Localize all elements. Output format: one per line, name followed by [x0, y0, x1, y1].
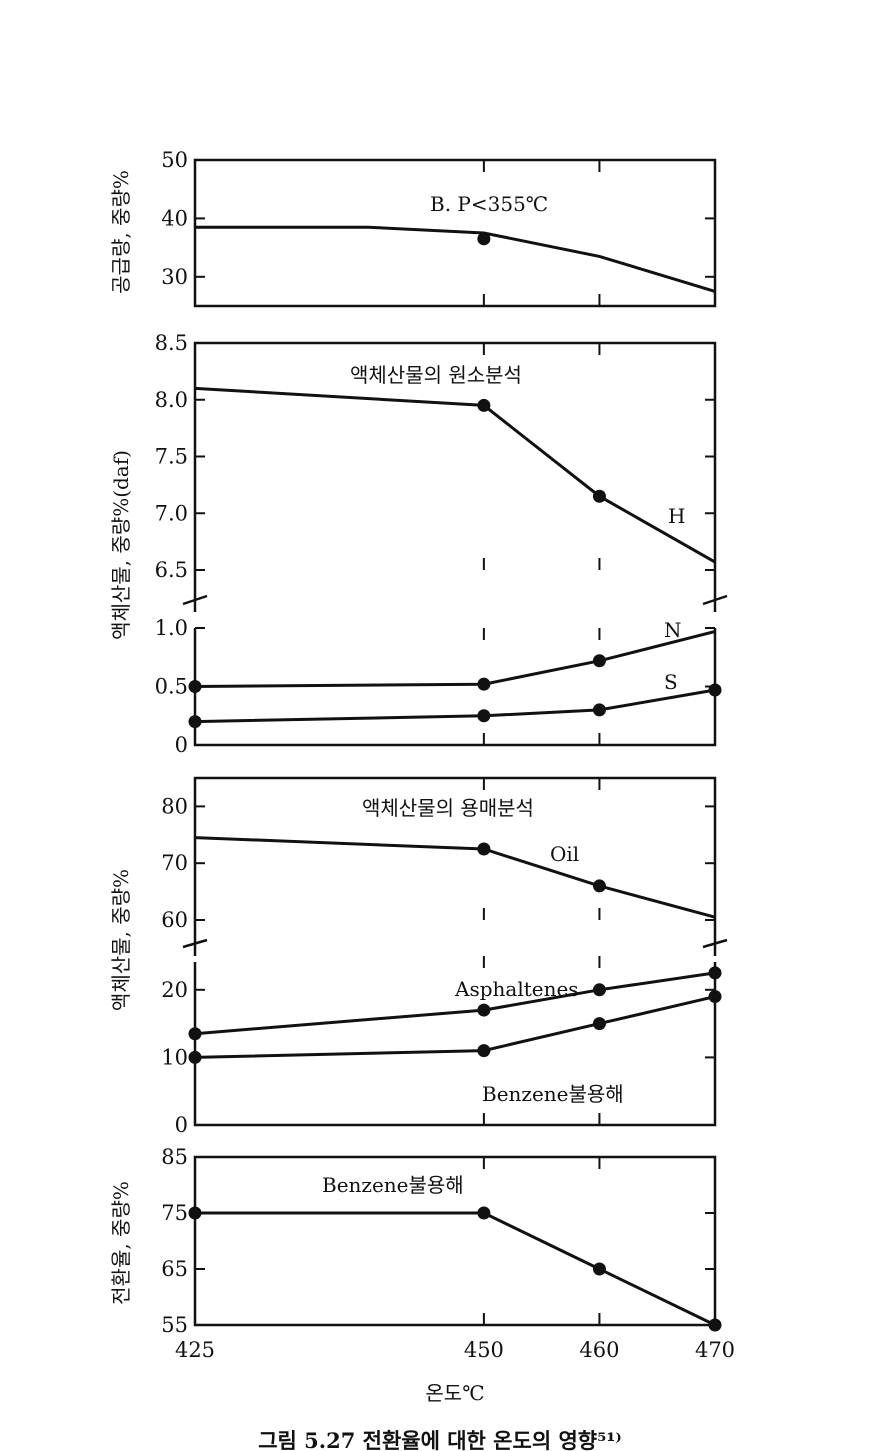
y-tick-label: 0.5 — [155, 675, 188, 699]
y-tick-label: 0 — [175, 733, 188, 757]
series-markers — [188, 232, 722, 1332]
data-point — [708, 966, 722, 980]
tick-marks — [195, 159, 715, 1326]
y-tick-label: 7.5 — [155, 445, 188, 469]
data-point — [708, 683, 722, 697]
data-point — [477, 842, 491, 856]
frame-top — [193, 158, 717, 308]
ylabel-solvent: 액체산물, 중량% — [109, 869, 133, 1011]
series-line — [194, 971, 716, 1036]
data-point — [592, 703, 606, 717]
y-tick-label: 40 — [161, 206, 188, 230]
frame-bottom — [193, 1155, 717, 1327]
break-mark — [702, 928, 728, 956]
series-line — [194, 836, 716, 919]
data-point — [592, 1262, 606, 1276]
y-tick-label: 80 — [161, 794, 188, 818]
data-point — [592, 983, 606, 997]
y-tick-label: 85 — [161, 1145, 188, 1169]
y-tick-label: 60 — [161, 908, 188, 932]
x-tick-label: 460 — [579, 1338, 619, 1362]
annotation-bp: B. P<355℃ — [430, 192, 548, 216]
data-point — [188, 1050, 202, 1064]
y-tick-label: 20 — [161, 978, 188, 1002]
y-tick-label: 65 — [161, 1257, 188, 1281]
series-line — [194, 688, 716, 724]
y-tick-label: 50 — [161, 148, 188, 172]
series-line — [194, 995, 716, 1059]
y-tick-label: 8.0 — [155, 388, 188, 412]
axis-breaks — [182, 590, 728, 956]
y-tick-label: 0 — [175, 1113, 188, 1137]
y-tick-label: 6.5 — [155, 558, 188, 582]
frame-solvent — [193, 776, 717, 1127]
data-point — [477, 709, 491, 723]
annotation-solvent-title: 액체산물의 용매분석 — [362, 796, 534, 820]
annotation-elemental-title: 액체산물의 원소분석 — [350, 363, 522, 387]
break-mark — [182, 928, 208, 956]
data-point — [592, 1017, 606, 1031]
ylabel-bottom: 전환율, 중량% — [109, 1181, 133, 1305]
series-lines — [194, 225, 716, 1327]
y-tick-label: 30 — [161, 265, 188, 289]
data-point — [477, 677, 491, 691]
y-tick-label: 10 — [161, 1045, 188, 1069]
data-point — [188, 1027, 202, 1041]
data-point — [477, 1044, 491, 1058]
series-line — [194, 630, 716, 688]
y-tick-label: 75 — [161, 1201, 188, 1225]
break-mark — [702, 590, 728, 612]
data-point — [477, 398, 491, 412]
data-point — [188, 715, 202, 729]
data-point — [592, 879, 606, 893]
annotation-H: H — [668, 504, 685, 528]
x-tick-label: 470 — [695, 1338, 735, 1362]
data-point — [708, 1318, 722, 1332]
data-point — [592, 489, 606, 503]
ylabel-top: 공급량, 중량% — [109, 170, 133, 294]
series-line — [195, 1211, 716, 1327]
y-tick-label: 1.0 — [155, 616, 188, 640]
y-tick-label: 8.5 — [155, 331, 188, 355]
ylabel-elemental: 액체산물, 중량%(daf) — [109, 450, 133, 640]
y-tick-label: 70 — [161, 851, 188, 875]
figure-caption: 그림 5.27 전환율에 대한 온도의 영향⁵¹⁾ — [258, 1428, 622, 1451]
y-tick-label: 7.0 — [155, 501, 188, 525]
annotation-N: N — [664, 618, 682, 642]
data-point — [188, 680, 202, 693]
x-tick-label: 425 — [175, 1338, 215, 1362]
x-tick-label: 450 — [464, 1338, 504, 1362]
series-line — [194, 386, 716, 564]
annotation-oil: Oil — [550, 842, 579, 866]
data-point — [592, 654, 606, 668]
data-point — [708, 990, 722, 1004]
tick-labels: 50 40 30 8.5 8.0 7.5 7.0 6.5 1.0 0.5 0 80 70 60 20 10 0 8… — [155, 148, 735, 1362]
data-point — [477, 1206, 491, 1220]
break-mark — [182, 590, 208, 612]
panel-frames — [193, 158, 717, 1327]
annotation-benzene-insoluble: Benzene불용해 — [482, 1082, 624, 1106]
y-tick-label: 55 — [161, 1313, 188, 1337]
data-point — [188, 1206, 202, 1220]
annotation-benzene-insoluble-bottom: Benzene불용해 — [322, 1173, 464, 1197]
xlabel: 온도℃ — [425, 1381, 484, 1405]
data-point — [477, 1003, 491, 1017]
data-point — [477, 232, 491, 246]
annotation-S: S — [664, 670, 678, 694]
series-line — [195, 225, 716, 293]
annotation-asphaltenes: Asphaltenes — [454, 977, 579, 1001]
